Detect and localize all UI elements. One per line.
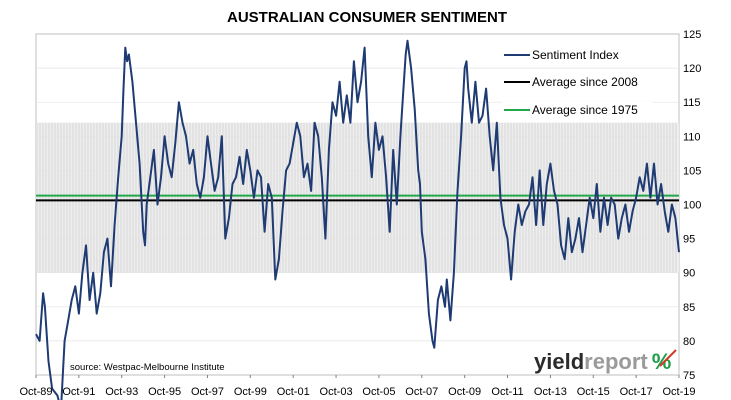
y-tick-label: 85 bbox=[683, 302, 695, 314]
legend-bg bbox=[502, 74, 652, 90]
x-tick-label: Oct-05 bbox=[362, 386, 395, 398]
y-tick-label: 95 bbox=[683, 234, 695, 246]
x-tick-label: Oct-93 bbox=[105, 386, 138, 398]
logo-text: yieldreport% bbox=[534, 349, 671, 374]
x-tick-label: Oct-99 bbox=[234, 386, 267, 398]
x-tick-label: Oct-13 bbox=[534, 386, 567, 398]
y-tick-label: 100 bbox=[683, 200, 701, 212]
legend-bg bbox=[502, 102, 652, 118]
legend: Sentiment Index Average since 2008 Average… bbox=[502, 47, 652, 118]
y-tick-label: 110 bbox=[683, 131, 701, 143]
y-tick-label: 120 bbox=[683, 63, 701, 75]
source-note: source: Westpac-Melbourne Institute bbox=[70, 362, 225, 373]
x-tick-label: Oct-91 bbox=[62, 386, 95, 398]
x-tick-label: Oct-11 bbox=[491, 386, 523, 398]
yieldreport-logo: yieldreport% bbox=[534, 349, 677, 374]
y-tick-label: 125 bbox=[683, 29, 701, 41]
x-tick-label: Oct-89 bbox=[19, 386, 52, 398]
x-tick-label: Oct-03 bbox=[320, 386, 353, 398]
x-tick-label: Oct-97 bbox=[191, 386, 224, 398]
logo-part-percent: % bbox=[652, 349, 672, 374]
x-tick-label: Oct-09 bbox=[448, 386, 481, 398]
y-tick-label: 105 bbox=[683, 165, 701, 177]
chart-title: AUSTRALIAN CONSUMER SENTIMENT bbox=[227, 9, 507, 26]
x-tick-label: Oct-95 bbox=[148, 386, 181, 398]
x-tick-label: Oct-01 bbox=[277, 386, 310, 398]
y-axis: 75 80 85 90 95 100 105 110 115 120 125 bbox=[683, 29, 701, 382]
x-tick-label: Oct-19 bbox=[662, 386, 695, 398]
y-tick-label: 90 bbox=[683, 268, 695, 280]
y-tick-label: 115 bbox=[683, 97, 701, 109]
logo-part-yield: yield bbox=[534, 349, 584, 374]
x-tick-label: Oct-15 bbox=[577, 386, 610, 398]
logo-part-report: report bbox=[584, 349, 648, 374]
average-lines bbox=[36, 194, 679, 202]
legend-entry: Sentiment Index bbox=[532, 48, 619, 62]
x-axis: Oct-89 Oct-91 Oct-93 Oct-95 Oct-97 Oct-99 Oct-… bbox=[19, 375, 696, 398]
x-tick-label: Oct-07 bbox=[405, 386, 438, 398]
series-layer bbox=[35, 39, 680, 400]
legend-entry: Average since 2008 bbox=[532, 75, 638, 89]
legend-bg bbox=[502, 47, 652, 63]
series-line-1 bbox=[35, 39, 680, 400]
logo-slash-mark bbox=[659, 349, 677, 367]
legend-entry: Average since 1975 bbox=[532, 103, 638, 117]
y-tick-label: 75 bbox=[683, 370, 695, 382]
y-tick-label: 80 bbox=[683, 336, 695, 348]
x-tick-label: Oct-17 bbox=[620, 386, 653, 398]
